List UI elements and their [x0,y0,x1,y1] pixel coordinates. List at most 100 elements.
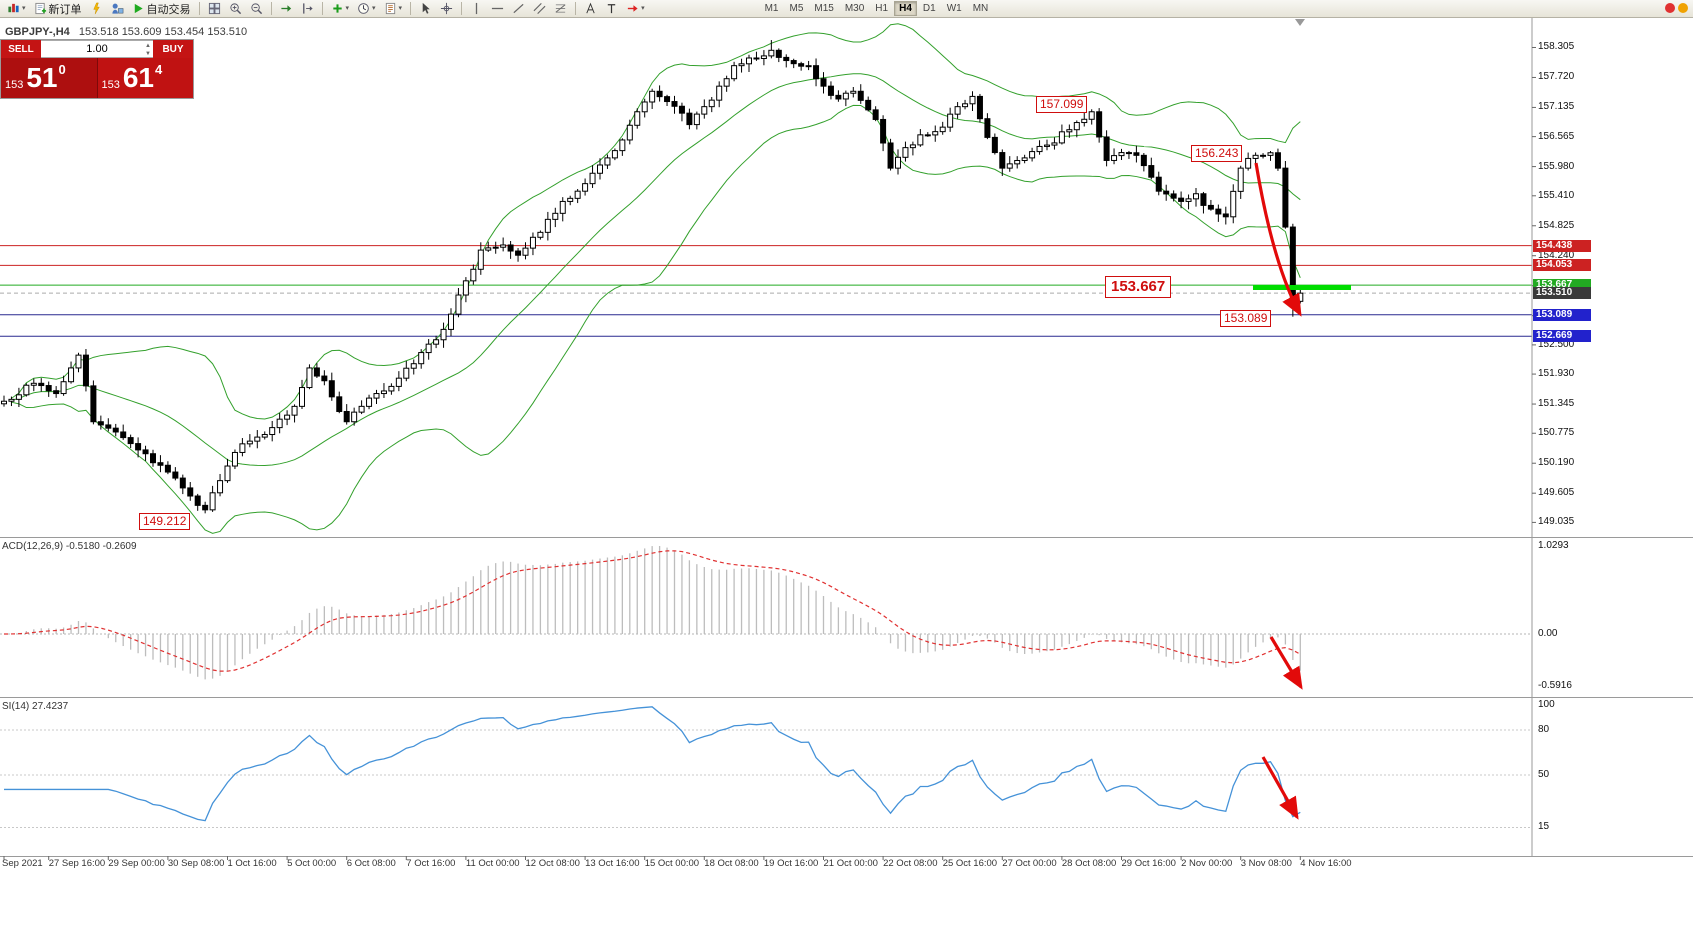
horizontal-line-icon [491,7,504,10]
hline-tool-button[interactable] [488,1,507,17]
toolbar-separator [410,2,412,15]
zoom-in-icon [229,3,241,15]
sell-big-figure: 153 [5,79,24,91]
sell-pips: 51 [26,62,58,93]
mql-wizard-button[interactable] [87,1,106,17]
fibonacci-icon [555,4,566,13]
trendline-tool-button[interactable] [509,1,528,17]
chart-title: GBPJPY-,H4 153.518 153.609 153.454 153.5… [5,26,247,38]
sell-price-button[interactable]: 153 51 0 [1,58,98,98]
indicators-button[interactable]: ▾ [328,1,353,17]
buy-price-button[interactable]: 153 61 4 [97,58,193,98]
timeframe-button-h1[interactable]: H1 [875,3,889,14]
dropdown-caret-icon: ▾ [641,5,645,12]
text-icon [586,2,595,14]
one-click-trading-panel: SELL 1.00 ▲ ▼ BUY 153 51 0 153 61 4 [1,40,193,98]
zoom-out-button[interactable] [247,1,266,17]
lightning-icon [92,2,100,15]
price-annotation[interactable]: 156.243 [1191,145,1243,162]
price-annotation[interactable]: 153.667 [1105,276,1172,298]
vline-tool-button[interactable] [467,1,486,17]
timeframe-button-mn[interactable]: MN [972,3,989,14]
periods-button[interactable]: ▾ [354,1,379,17]
zoom-in-button[interactable] [226,1,245,17]
chart-shift-icon [302,3,313,14]
templates-button[interactable]: ▾ [381,1,406,17]
stepper-up-icon[interactable]: ▲ [145,43,151,49]
trade-panel-top-row: SELL 1.00 ▲ ▼ BUY [1,40,193,58]
new-order-icon [34,2,46,15]
timeframe-button-m5[interactable]: M5 [789,3,804,14]
price-annotation[interactable]: 149.212 [139,513,191,530]
autotrading-label: 自动交易 [146,3,191,16]
timeframe-button-h4[interactable]: H4 [894,1,917,16]
timeframe-button-m15[interactable]: M15 [814,3,834,14]
fibonacci-tool-button[interactable] [551,1,570,17]
candlesticks [1,40,1304,514]
trade-panel-price-row: 153 51 0 153 61 4 [1,58,193,98]
bb-upper-band [11,23,1301,420]
timeframe-button-m30[interactable]: M30 [844,3,865,14]
connection-status-icon [1678,3,1688,13]
chart-icon [8,3,19,13]
buy-point: 4 [155,62,163,77]
timeframe-button-d1[interactable]: D1 [922,3,936,14]
macd-histogram [10,546,1301,680]
sell-point: 0 [58,62,66,77]
arrows-tool-button[interactable]: ▾ [623,1,648,17]
tile-windows-button[interactable] [205,1,224,17]
rsi-label: SI(14) 27.4237 [2,701,69,712]
text-tool-button[interactable] [581,1,600,17]
play-icon [134,3,143,14]
new-chart-button[interactable]: ▾ [4,1,29,17]
autoscroll-button[interactable] [277,1,296,17]
macd-label: ACD(12,26,9) -0.5180 -0.2609 [2,541,137,552]
status-dots [1665,3,1688,13]
price-annotation[interactable]: 157.099 [1036,96,1088,113]
main-toolbar: ▾ 新订单 自动交易 [0,0,1693,18]
sell-button[interactable]: SELL [1,40,41,58]
lot-size-value: 1.00 [86,43,108,55]
trend-arrow-rsi[interactable] [1261,756,1299,820]
crosshair-icon [440,2,453,15]
autoscroll-icon [280,5,291,12]
chart-shift-marker[interactable] [1295,19,1305,26]
trend-arrow-macd[interactable] [1269,636,1303,690]
cursor-tool-button[interactable] [416,1,435,17]
stepper-down-icon[interactable]: ▼ [145,51,151,57]
toolbar-separator [321,2,323,15]
dropdown-caret-icon: ▾ [345,5,350,12]
lot-stepper[interactable]: ▲ ▼ [145,42,151,58]
label-tool-button[interactable] [602,1,621,17]
toolbar-separator [575,2,577,15]
buy-big-figure: 153 [101,79,120,91]
rsi-line [4,706,1301,822]
zoom-out-icon [250,3,262,15]
crosshair-tool-button[interactable] [437,1,456,17]
chart-shift-button[interactable] [298,1,317,17]
ohlc-values: 153.518 153.609 153.454 153.510 [78,26,248,38]
trend-arrow-main[interactable] [1254,162,1302,317]
strategy-tester-button[interactable] [108,1,127,17]
alert-status-icon [1665,3,1675,13]
timeframe-button-w1[interactable]: W1 [946,3,962,14]
buy-pips: 61 [122,62,155,93]
dropdown-caret-icon: ▾ [22,5,26,12]
bb-middle-band [11,73,1301,467]
template-icon [385,2,395,15]
price-annotation[interactable]: 153.089 [1220,310,1272,327]
trendline-icon [513,3,524,14]
timeframes-toolbar: M1 M5 M15 M30 H1 H4 D1 W1 MN [760,1,994,16]
lot-size-field[interactable]: 1.00 ▲ ▼ [41,40,153,58]
channel-icon [533,2,546,15]
symbol-period-label: GBPJPY-,H4 [5,26,70,38]
channel-tool-button[interactable] [530,1,549,17]
new-order-button[interactable]: 新订单 [31,1,85,17]
buy-button[interactable]: BUY [153,40,193,58]
macd-signal-line [3,550,1301,672]
autotrading-button[interactable]: 自动交易 [129,1,194,17]
new-order-label: 新订单 [48,3,82,16]
timeframe-button-m1[interactable]: M1 [764,3,779,14]
